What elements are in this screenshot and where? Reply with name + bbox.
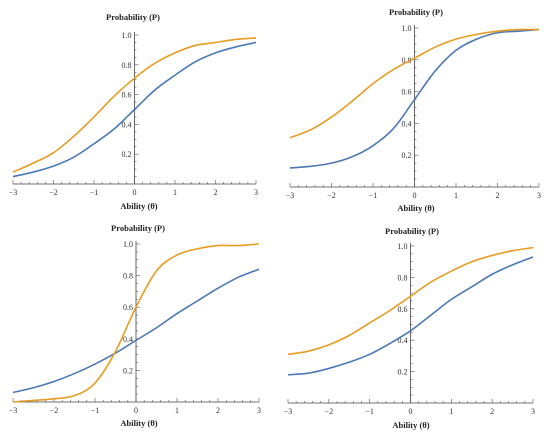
y-tick-label: 0.2 — [123, 366, 133, 375]
series-line-1 — [289, 28, 540, 169]
x-tick-label: 0 — [413, 191, 417, 200]
y-tick-label: 1.0 — [398, 242, 408, 251]
x-tick-label: 1 — [454, 191, 458, 200]
x-tick-label: −1 — [90, 188, 99, 197]
x-tick-label: 1 — [449, 407, 453, 416]
x-tick-label: 2 — [490, 407, 494, 416]
y-axis-title: Probability (P) — [385, 226, 439, 236]
x-tick-label: −3 — [286, 191, 295, 200]
x-tick-label: 3 — [531, 407, 535, 416]
x-tick-label: −1 — [91, 406, 100, 415]
y-axis-title: Probability (P) — [106, 12, 160, 22]
x-tick-label: 3 — [257, 406, 261, 415]
y-tick-label: 0.6 — [402, 88, 412, 97]
series-line-1 — [287, 256, 534, 376]
chart-panel-1: −3 −2 −1 0 1 2 3 0.2 0.4 0.6 0.8 1.0 Probability (P)… — [9, 12, 258, 211]
y-tick-label: 1.0 — [402, 24, 412, 33]
y-tick-label: 0.4 — [122, 120, 132, 129]
y-tick-label: 0.4 — [398, 336, 408, 345]
x-tick-label: −2 — [49, 188, 58, 197]
y-tick-label: 0.8 — [123, 272, 133, 281]
y-axis-title: Probability (P) — [111, 223, 165, 233]
x-axis-title: Ability (θ) — [392, 420, 429, 430]
y-axis-title: Probability (P) — [389, 7, 443, 17]
y-tick-label: 0.2 — [398, 368, 408, 377]
chart-panel-3: −3 −2 −1 0 1 2 3 0.2 0.4 0.6 0.8 1.0 Probability (P)… — [9, 223, 261, 428]
x-tick-label: −1 — [369, 191, 378, 200]
x-tick-label: 2 — [214, 188, 218, 197]
x-tick-label: 2 — [216, 406, 220, 415]
x-tick-label: 1 — [175, 406, 179, 415]
y-tick-label: 0.8 — [402, 56, 412, 65]
series-line-2 — [12, 37, 257, 173]
x-tick-label: 3 — [254, 188, 258, 197]
x-tick-label: −2 — [327, 191, 336, 200]
x-axis-title: Ability (θ) — [120, 201, 157, 211]
y-tick-label: 0.2 — [402, 151, 412, 160]
x-tick-label: −1 — [365, 407, 374, 416]
y-tick-label: 1.0 — [123, 240, 133, 249]
chart-panel-2: −3 −2 −1 0 1 2 3 0.2 0.4 0.6 0.8 1.0 Probability (P)… — [286, 7, 541, 213]
y-tick-label: 0.8 — [398, 273, 408, 282]
series-line-1 — [12, 268, 260, 394]
x-tick-label: 0 — [409, 407, 413, 416]
x-tick-label: −2 — [325, 407, 334, 416]
y-tick-label: 1.0 — [122, 31, 132, 40]
x-tick-label: −3 — [9, 406, 18, 415]
x-tick-label: 0 — [134, 406, 138, 415]
x-tick-label: 0 — [133, 188, 137, 197]
y-tick-label: 0.4 — [402, 119, 412, 128]
chart-panel-4: −3 −2 −1 0 1 2 3 0.2 0.4 0.6 0.8 1.0 Probability (P)… — [284, 226, 535, 430]
series-line-2 — [287, 246, 534, 356]
x-tick-label: −3 — [9, 188, 18, 197]
y-tick-label: 0.6 — [123, 303, 133, 312]
y-tick-label: 0.2 — [122, 150, 132, 159]
series-line-1 — [12, 41, 257, 178]
y-tick-label: 0.6 — [122, 91, 132, 100]
x-tick-label: 3 — [537, 191, 541, 200]
y-tick-label: 0.4 — [123, 335, 133, 344]
series-line-2 — [289, 28, 540, 139]
y-tick-label: 0.6 — [398, 305, 408, 314]
y-tick-label: 0.8 — [122, 61, 132, 70]
x-tick-label: 2 — [496, 191, 500, 200]
x-tick-label: −3 — [284, 407, 293, 416]
x-axis-title: Ability (θ) — [397, 203, 434, 213]
x-tick-label: −2 — [50, 406, 59, 415]
series-line-2 — [12, 243, 260, 403]
x-tick-label: 1 — [173, 188, 177, 197]
x-axis-title: Ability (θ) — [120, 418, 157, 428]
